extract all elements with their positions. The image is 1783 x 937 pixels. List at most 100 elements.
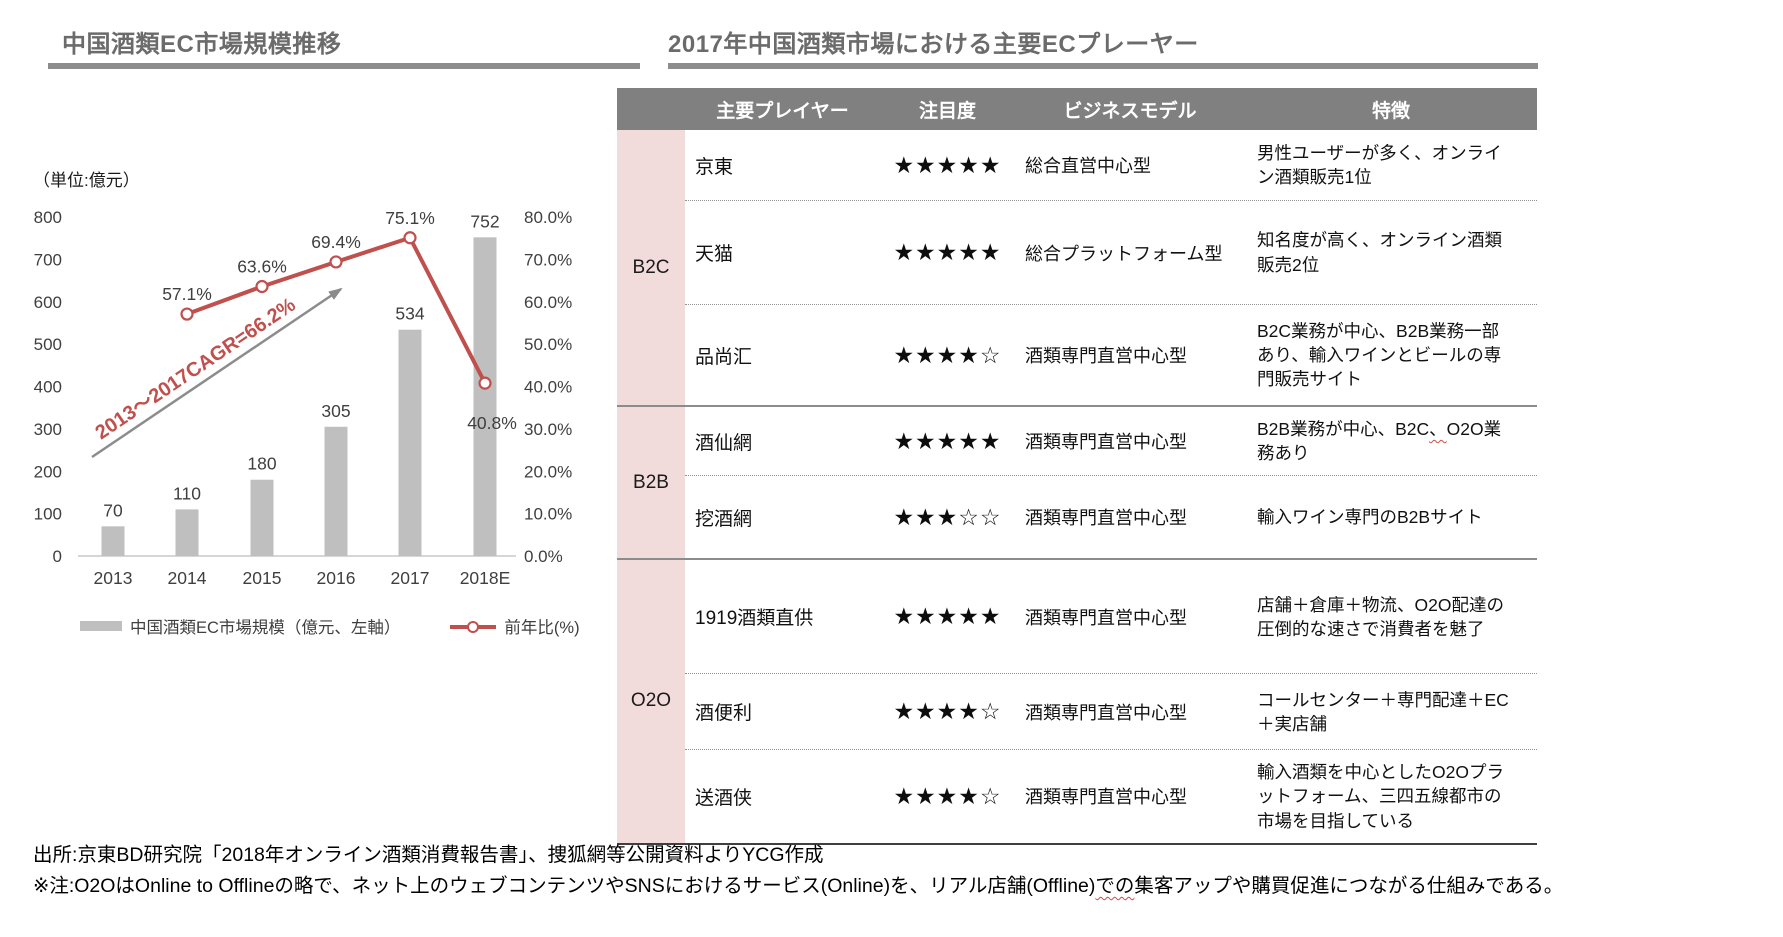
footer-source-line: 出所:京東BD研究院「2018年オンライン酒類消費報告書」、捜狐網等公開資料より… [33, 844, 824, 866]
left-panel-title: 中国酒類EC市場規模推移 [62, 31, 342, 58]
rating-stars-cell: ★★★★★ [893, 239, 1002, 265]
right-axis-tick: 10.0% [524, 505, 572, 524]
business-model-cell: 酒類専門直営中心型 [1025, 702, 1187, 723]
group-label: O2 O [617, 560, 685, 843]
yoy-point [403, 231, 417, 245]
bar-2015 [250, 479, 274, 556]
right-axis-tick: 40.0% [524, 378, 572, 397]
group-rows: 酒仙網 ★★★★★ 酒類専門直営中心型 B2B業務が中心、B2C、O2O業務あり 挖酒網… [685, 407, 1537, 558]
player-name-cell: 1919酒類直供 [695, 608, 814, 630]
yoy-point-label: 63.6% [237, 256, 287, 276]
bar-value-label: 305 [321, 401, 350, 421]
market-size-combo-chart: 0 100 200 300 400 500 600 700 800 0.0% 10.0% 20.0% 3… [34, 208, 573, 588]
left-axis-tick: 200 [34, 462, 62, 481]
feature-cell: B2B業務が中心、B2C、O2O業務あり [1257, 419, 1502, 464]
table-header-cell: ビジネスモデル [1063, 100, 1197, 122]
table-header-cell: 主要プレイヤー [716, 100, 849, 122]
rating-stars-cell: ★★★★★ [893, 427, 1002, 454]
line-series-swatch [450, 620, 497, 633]
footer-note-line: ※注:O2OはOnline to Offlineの略で、ネット上のウェブコンテン… [33, 875, 1564, 897]
bar-value-label: 534 [395, 304, 424, 324]
legend-item: 前年比(%) [450, 614, 580, 638]
right-panel-title: 2017年中国酒類市場における主要ECプレーヤー [668, 31, 1199, 58]
group-label: B2C [617, 130, 685, 405]
table-header-row: 主要プレイヤー 注目度 ビジネスモデル 特徴 [617, 88, 1537, 130]
chart-unit-label: （単位:億元） [33, 171, 140, 190]
x-axis-label: 2016 [317, 568, 356, 588]
feature-cell: 輸入ワイン専門のB2Bサイト [1257, 507, 1483, 528]
left-axis-tick: 0 [53, 547, 62, 566]
bar-value-label: 70 [103, 500, 123, 520]
group-label: B2B [617, 407, 685, 559]
x-axis-label: 2015 [243, 568, 282, 588]
business-model-cell: 総合プラットフォーム型 [1025, 243, 1223, 264]
table-header-cell: 注目度 [918, 100, 976, 122]
left-axis-tick: 300 [34, 420, 62, 439]
left-axis-tick: 400 [34, 378, 62, 397]
table-group-b2b: B2B 酒仙網 ★★★★★ 酒類専門直営中心型 B2B業務が中心、B2C、O2O業務あり… [617, 405, 1537, 559]
ec-players-table: 主要プレイヤー 注目度 ビジネスモデル 特徴 B2C 京東 ★★★★★ 総合直営中心型 男性ユー… [617, 88, 1537, 845]
player-name-cell: 送酒侠 [695, 787, 753, 809]
table-header-cell: 特徴 [1371, 100, 1410, 122]
yoy-point [180, 307, 194, 321]
cagr-arrow [91, 287, 343, 459]
x-axis-label: 2013 [94, 568, 133, 588]
right-title-rule [668, 63, 1538, 69]
feature-cell: 男性ユーザーが多く、オンライン酒類販売1位 [1257, 142, 1502, 187]
legend-item: 中国酒類EC市場規模（億元、左軸） [80, 614, 400, 638]
right-axis-tick: 0.0% [524, 547, 563, 566]
bar-2016 [324, 426, 348, 556]
table-group-o2o: O2 O 1919酒類直供 ★★★★★ 酒類専門直営中心型 店舗＋倉庫＋物流、O2O配達の… [617, 558, 1537, 843]
player-name-cell: 挖酒網 [695, 508, 753, 530]
player-name-cell: 品尚汇 [695, 346, 753, 368]
group-rows: 1919酒類直供 ★★★★★ 酒類専門直営中心型 店舗＋倉庫＋物流、O2O配達の圧倒的… [685, 560, 1537, 842]
business-model-cell: 酒類専門直営中心型 [1025, 346, 1187, 366]
chart-legend: 中国酒類EC市場規模（億元、左軸） 前年比(%) [80, 614, 580, 638]
right-axis-tick: 70.0% [524, 250, 572, 269]
right-axis-tick: 50.0% [524, 335, 572, 354]
yoy-point-label: 57.1% [162, 284, 212, 304]
left-axis-tick: 100 [34, 505, 62, 524]
player-name-cell: 酒便利 [695, 703, 753, 725]
bar-2014 [175, 509, 199, 556]
left-axis-tick: 800 [34, 208, 62, 227]
player-name-cell: 天猫 [695, 244, 734, 265]
rating-stars-cell: ★★★★★ [893, 151, 1002, 178]
bar-value-label: 752 [470, 211, 499, 231]
table-row: 送酒侠 ★★★★☆ 酒類専門直営中心型 輸入酒類を中心としたO2Oプラットフォーム、三… [685, 749, 1537, 842]
right-axis-tick: 60.0% [524, 293, 572, 312]
left-axis-tick: 500 [34, 335, 62, 354]
table-group-b2c: B2C 京東 ★★★★★ 総合直営中心型 男性ユーザーが多く、オンライン酒類販売1位 天猫… [617, 130, 1537, 405]
bar-2017 [398, 329, 422, 556]
table-row: 挖酒網 ★★★☆☆ 酒類専門直営中心型 輸入ワイン専門のB2Bサイト [685, 475, 1537, 558]
yoy-point [478, 376, 492, 390]
group-rows: 京東 ★★★★★ 総合直営中心型 男性ユーザーが多く、オンライン酒類販売1位 天猫 ★★★… [685, 130, 1537, 405]
business-model-cell: 酒類専門直営中心型 [1025, 508, 1187, 529]
x-axis-label: 2014 [168, 568, 207, 588]
yoy-point-label: 75.1% [385, 208, 435, 228]
table-row: 酒便利 ★★★★☆ 酒類専門直営中心型 コールセンター＋専門配達＋EC＋実店舗 [685, 673, 1537, 749]
bar-value-label: 110 [173, 483, 201, 503]
business-model-cell: 酒類専門直営中心型 [1025, 607, 1187, 628]
x-axis-label: 2018E [460, 568, 511, 588]
bar-2013 [101, 526, 125, 556]
rating-stars-cell: ★★★★★ [893, 603, 1002, 630]
right-axis-tick: 20.0% [524, 462, 572, 481]
x-axis-label: 2017 [391, 568, 430, 588]
feature-cell: 輸入酒類を中心としたO2Oプラットフォーム、三四五線都市の市場を目指している [1257, 762, 1504, 831]
table-row: 品尚汇 ★★★★☆ 酒類専門直営中心型 B2C業務が中心、B2B業務一部あり、輸入ワイ… [685, 304, 1537, 405]
right-axis-tick: 30.0% [524, 420, 572, 439]
table-row: 1919酒類直供 ★★★★★ 酒類専門直営中心型 店舗＋倉庫＋物流、O2O配達の圧倒的… [685, 560, 1537, 673]
legend-label: 中国酒類EC市場規模（億元、左軸） [130, 619, 401, 637]
business-model-cell: 酒類専門直営中心型 [1025, 432, 1187, 453]
footer-notes: 出所:京東BD研究院「2018年オンライン酒類消費報告書」、捜狐網等公開資料より… [33, 840, 1563, 902]
bar-2018E [473, 237, 497, 556]
yoy-point [255, 279, 269, 294]
bar-value-label: 180 [247, 454, 276, 474]
feature-cell: 店舗＋倉庫＋物流、O2O配達の圧倒的な速さで消費者を魅了 [1257, 594, 1504, 639]
feature-cell: コールセンター＋専門配達＋EC＋実店舗 [1257, 689, 1509, 734]
yoy-point-label: 69.4% [311, 232, 361, 252]
table-row: 酒仙網 ★★★★★ 酒類専門直営中心型 B2B業務が中心、B2C、O2O業務あり [685, 407, 1537, 475]
legend-label: 前年比(%) [504, 619, 580, 637]
